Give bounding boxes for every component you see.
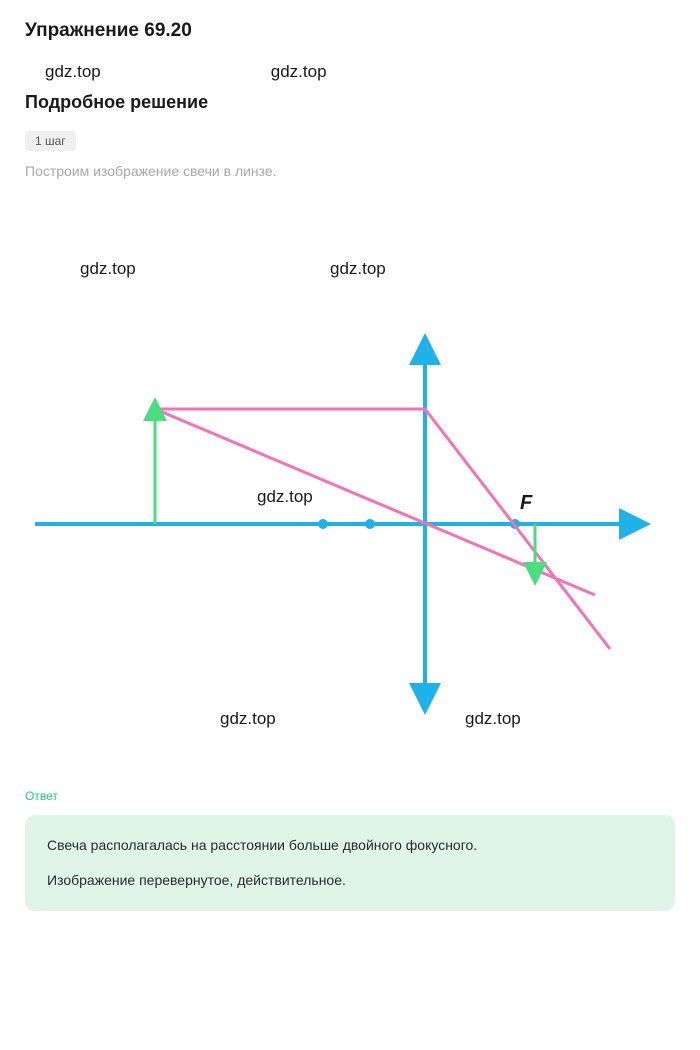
step-description: Построим изображение свечи в линзе. bbox=[25, 163, 675, 179]
watermark: gdz.top bbox=[330, 259, 386, 279]
watermark: gdz.top bbox=[465, 709, 521, 729]
exercise-title: Упражнение 69.20 bbox=[25, 20, 675, 42]
watermark: gdz.top bbox=[220, 709, 276, 729]
answer-line: Свеча располагалась на расстоянии больше… bbox=[47, 835, 653, 856]
ray-diagram-svg: F bbox=[25, 209, 675, 769]
watermark: gdz.top bbox=[257, 487, 313, 507]
solution-subtitle: Подробное решение bbox=[25, 92, 675, 113]
answer-label: Ответ bbox=[25, 789, 58, 803]
optics-diagram: gdz.top gdz.top gdz.top gdz.top gdz.top … bbox=[25, 209, 675, 769]
step-badge: 1 шаг bbox=[25, 131, 76, 151]
top-watermarks: gdz.top gdz.top bbox=[25, 62, 675, 82]
watermark: gdz.top bbox=[45, 62, 101, 82]
answer-line: Изображение перевернутое, действительное… bbox=[47, 870, 653, 891]
watermark: gdz.top bbox=[80, 259, 136, 279]
svg-text:F: F bbox=[520, 492, 533, 514]
watermark: gdz.top bbox=[271, 62, 327, 82]
answer-box: Свеча располагалась на расстоянии больше… bbox=[25, 815, 675, 911]
